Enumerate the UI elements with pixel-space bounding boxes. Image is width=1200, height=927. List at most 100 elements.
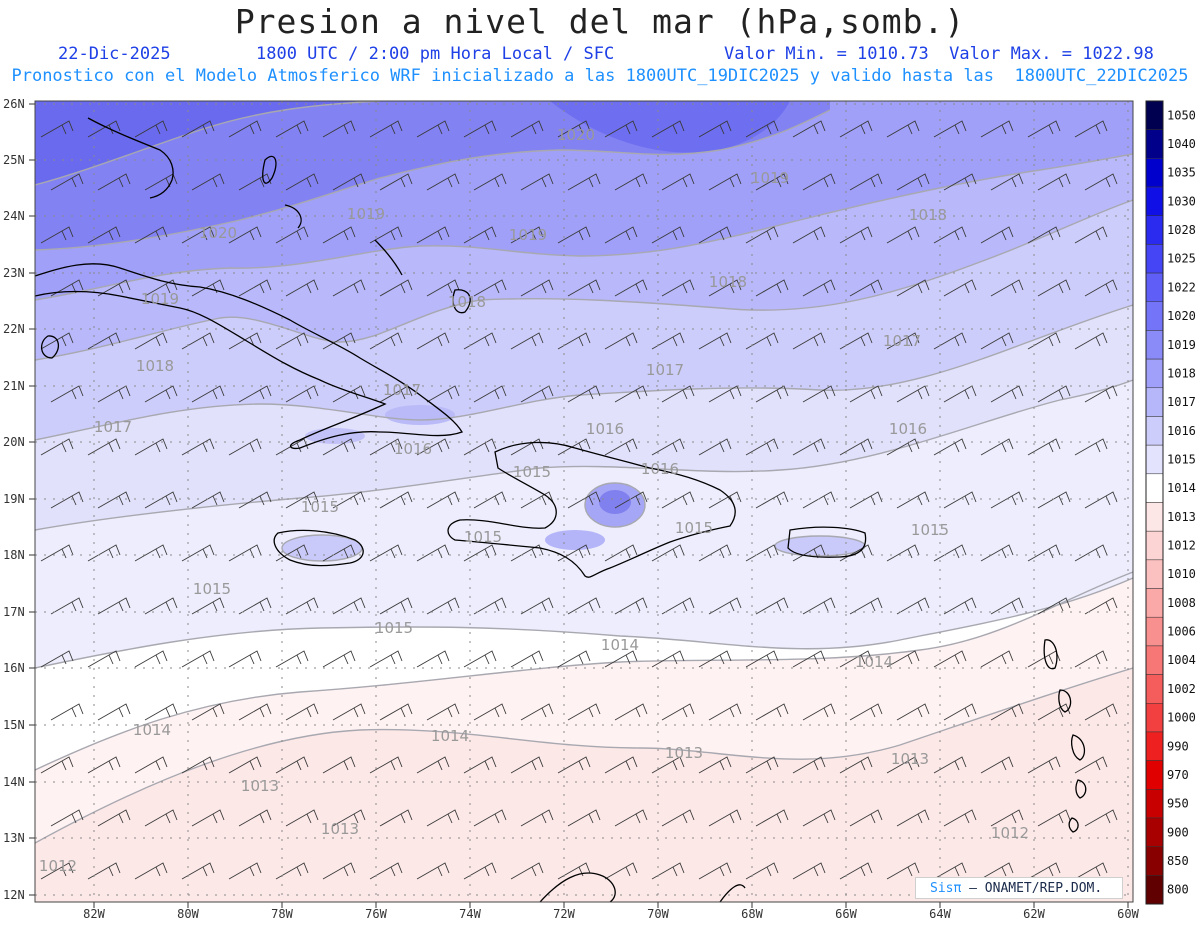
colorbar-swatch [1145,645,1164,675]
wind-barb [698,862,732,880]
wind-barb [322,332,356,350]
wind-barb [1074,756,1108,774]
wind-barbs [40,120,1118,880]
wind-barb [1074,862,1108,880]
wind-barb [980,544,1014,562]
colorbar-swatch [1145,559,1164,589]
wind-barb [839,650,873,668]
wind-barb [849,385,883,403]
contour-label: 1013 [665,744,703,762]
colorbar-label: 1030 [1167,194,1196,208]
wind-barb [144,597,178,615]
contour-label: 1013 [241,777,279,795]
contour-label: 1018 [136,357,174,375]
wind-barb [50,385,84,403]
wind-barb [332,173,366,191]
wind-barb [792,120,826,138]
cuba-high [385,405,455,425]
lat-label: 12N [3,888,25,902]
lon-label: 60W [1117,907,1139,921]
wind-barb [97,809,131,827]
wind-barb [40,120,74,138]
wind-barb [191,279,225,297]
colorbar-label: 1014 [1167,481,1196,495]
wind-barb [332,809,366,827]
colorbar-label: 1019 [1167,338,1196,352]
wind-barb [463,438,497,456]
wind-barb [708,279,742,297]
wind-barb [802,491,836,509]
wind-barb [755,703,789,721]
wind-barb [990,597,1024,615]
wind-barb [426,173,460,191]
colorbar-label: 800 [1167,883,1189,897]
wind-barb [1074,438,1108,456]
wind-barb [698,438,732,456]
wind-barb [604,650,638,668]
wind-barb [144,385,178,403]
wind-barb [792,650,826,668]
wind-barb [134,650,168,668]
wind-barb [510,544,544,562]
wind-barb [896,385,930,403]
wind-barb [416,544,450,562]
wind-barb [87,756,121,774]
wind-barb [97,279,131,297]
lat-label: 17N [3,605,25,619]
wind-barb [181,756,215,774]
wind-barb [275,862,309,880]
wind-barb [802,703,836,721]
wind-barb [557,756,591,774]
lat-label: 19N [3,492,25,506]
wind-barb [1037,385,1071,403]
jamaica-coast [273,529,364,567]
st-vincent-coast [1068,817,1079,833]
contour-label: 1015 [911,521,949,539]
wind-barb [191,597,225,615]
lon-label: 68W [741,907,763,921]
wind-barb [745,438,779,456]
wind-barb [802,279,836,297]
wind-barb [40,650,74,668]
wind-barb [567,385,601,403]
wind-barb [1037,491,1071,509]
contour-label: 1019 [509,226,547,244]
map-title: Presion a nivel del mar (hPa,somb.) [234,2,966,41]
wind-barb [1074,544,1108,562]
wind-barb [651,650,685,668]
wind-barb [369,544,403,562]
colorbar-label: 1002 [1167,682,1196,696]
wind-barb [144,279,178,297]
colorbar-label: 1015 [1167,452,1196,466]
pressure-colorbar: 1050 1040 1035 1030 1028 1025 1022 1020 1019 1018… [1145,100,1196,905]
wind-barb [1074,226,1108,244]
wind-barb [792,862,826,880]
wind-barb [463,332,497,350]
colorbar-swatch [1145,502,1164,532]
wind-barb [238,279,272,297]
contour-label: 1015 [464,528,502,546]
yucatan-coast [41,335,59,359]
wind-barb [275,120,309,138]
contour-label: 1018 [448,293,486,311]
wind-barb [886,862,920,880]
lon-label: 78W [271,907,293,921]
colorbar-swatch [1145,817,1164,847]
wind-barb [228,650,262,668]
wind-barb [745,650,779,668]
wind-barb [1084,809,1118,827]
wind-barb [943,597,977,615]
wind-barb [1027,862,1061,880]
wind-barb [933,332,967,350]
lat-label: 23N [3,266,25,280]
wind-barb [379,491,413,509]
wind-barb [1027,332,1061,350]
contour-label: 1018 [909,206,947,224]
wind-barb [604,226,638,244]
wind-barb [463,544,497,562]
wind-barb [50,809,84,827]
contour-label: 1015 [193,580,231,598]
colorbar-label: 1050 [1167,108,1196,122]
contour-label: 1015 [513,463,551,481]
wind-barb [698,544,732,562]
